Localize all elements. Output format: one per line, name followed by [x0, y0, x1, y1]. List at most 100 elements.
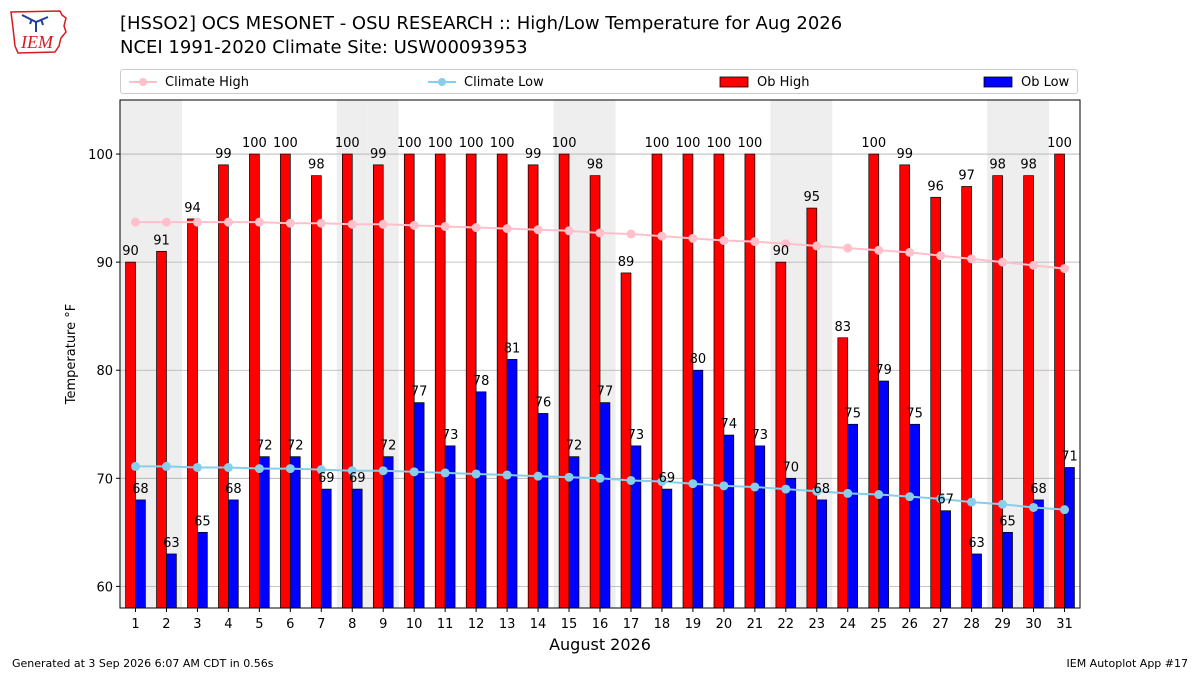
climate-high-point-3	[192, 217, 202, 227]
ob-low-label-9: 72	[380, 439, 397, 454]
x-tick-label-5: 5	[255, 617, 263, 632]
x-tick-label-21: 21	[747, 617, 764, 632]
x-tick-label-27: 27	[932, 617, 949, 632]
climate-low-point-23	[812, 486, 822, 496]
x-tick-label-3: 3	[193, 617, 201, 632]
ob-low-bar-30	[1033, 499, 1044, 609]
climate-low-point-24	[843, 488, 853, 498]
climate-low-point-1	[130, 461, 140, 471]
ob-high-label-21: 100	[737, 136, 762, 151]
legend-climate-low-swatch	[428, 78, 456, 86]
ob-high-label-28: 97	[958, 168, 975, 183]
ob-high-label-6: 100	[273, 136, 298, 151]
ob-high-bar-29	[992, 175, 1003, 609]
x-tick-label-22: 22	[778, 617, 795, 632]
ob-low-label-15: 72	[566, 439, 583, 454]
ob-low-bar-6	[289, 456, 301, 609]
ob-high-bar-11	[434, 153, 446, 609]
ob-low-bar-8	[351, 488, 363, 609]
ob-high-label-27: 96	[927, 179, 944, 194]
climate-low-point-18	[657, 477, 667, 487]
ob-high-bar-2	[156, 250, 167, 609]
ob-low-label-24: 75	[844, 406, 861, 421]
ob-high-label-19: 100	[676, 136, 701, 151]
ob-low-label-6: 72	[287, 439, 304, 454]
ob-low-bar-1	[135, 499, 146, 609]
climate-high-point-31	[1060, 264, 1070, 274]
ob-low-label-20: 74	[721, 417, 738, 432]
ob-high-bar-7	[311, 175, 322, 609]
ob-high-label-12: 100	[459, 136, 484, 151]
ob-low-bar-31	[1064, 467, 1075, 609]
legend-ob-low-label: Ob Low	[1021, 74, 1070, 90]
weather-station-icon	[21, 14, 49, 32]
ob-high-bar-18	[651, 153, 663, 609]
x-tick-label-31: 31	[1056, 617, 1073, 632]
y-tick-label-100: 100	[88, 148, 113, 163]
ob-high-label-14: 99	[525, 147, 542, 162]
legend-climate-low: Climate Low	[428, 72, 544, 92]
x-tick-label-14: 14	[530, 617, 547, 632]
y-tick-label-80: 80	[96, 364, 113, 379]
ob-low-bar-3	[197, 531, 208, 609]
ob-high-bar-19	[682, 153, 694, 609]
ob-high-label-9: 99	[370, 147, 387, 162]
ob-low-bar-23	[816, 499, 828, 609]
ob-low-bar-14	[537, 413, 549, 609]
ob-low-label-12: 78	[473, 374, 490, 389]
ob-high-bar-4	[218, 164, 229, 609]
climate-high-point-13	[502, 224, 512, 234]
ob-high-label-29: 98	[989, 158, 1006, 173]
climate-low-point-12	[471, 469, 481, 479]
ob-low-label-16: 77	[597, 385, 614, 400]
climate-high-point-14	[533, 225, 543, 235]
climate-high-point-28	[967, 254, 977, 264]
climate-low-point-6	[285, 464, 295, 474]
ob-high-bar-26	[899, 164, 911, 609]
ob-low-bar-7	[320, 488, 332, 609]
x-tick-label-29: 29	[994, 617, 1011, 632]
autoplot-app-label: IEM Autoplot App #17	[1066, 657, 1189, 670]
ob-low-label-4: 68	[225, 482, 242, 497]
climate-low-point-15	[564, 472, 574, 482]
ob-low-label-26: 75	[906, 406, 923, 421]
ob-high-label-31: 100	[1047, 136, 1072, 151]
x-tick-label-4: 4	[224, 617, 232, 632]
climate-high-point-23	[812, 241, 822, 251]
climate-low-point-30	[1029, 502, 1039, 512]
legend-climate-high: Climate High	[129, 72, 249, 92]
ob-low-label-18: 69	[659, 471, 676, 486]
ob-low-label-8: 69	[349, 471, 366, 486]
climate-high-point-18	[657, 231, 667, 241]
ob-high-bar-20	[713, 153, 725, 609]
x-tick-label-9: 9	[379, 617, 387, 632]
ob-low-bar-22	[785, 477, 797, 609]
climate-low-point-26	[905, 492, 915, 502]
x-tick-label-1: 1	[131, 617, 139, 632]
ob-high-label-25: 100	[861, 136, 886, 151]
legend-climate-high-swatch	[129, 78, 157, 86]
iowa-state-outline	[10, 10, 67, 54]
ob-high-label-26: 99	[896, 147, 913, 162]
ob-high-label-16: 98	[587, 158, 604, 173]
x-tick-label-16: 16	[592, 617, 609, 632]
ob-low-label-21: 73	[752, 428, 769, 443]
x-tick-label-8: 8	[348, 617, 356, 632]
ob-low-bar-19	[692, 369, 704, 609]
ob-low-label-31: 71	[1061, 449, 1078, 464]
ob-low-label-13: 81	[504, 341, 521, 356]
x-tick-label-28: 28	[963, 617, 980, 632]
ob-high-label-13: 100	[490, 136, 515, 151]
climate-high-point-20	[719, 236, 729, 246]
ob-low-label-19: 80	[690, 352, 707, 367]
x-tick-label-23: 23	[809, 617, 826, 632]
climate-high-point-22	[781, 239, 791, 249]
climate-low-point-16	[595, 473, 605, 483]
ob-low-label-5: 72	[256, 439, 273, 454]
ob-high-label-22: 90	[773, 244, 790, 259]
x-tick-label-2: 2	[162, 617, 170, 632]
climate-high-point-27	[936, 251, 946, 261]
legend-ob-low-swatch	[983, 76, 1013, 88]
ob-low-bar-4	[228, 499, 239, 609]
